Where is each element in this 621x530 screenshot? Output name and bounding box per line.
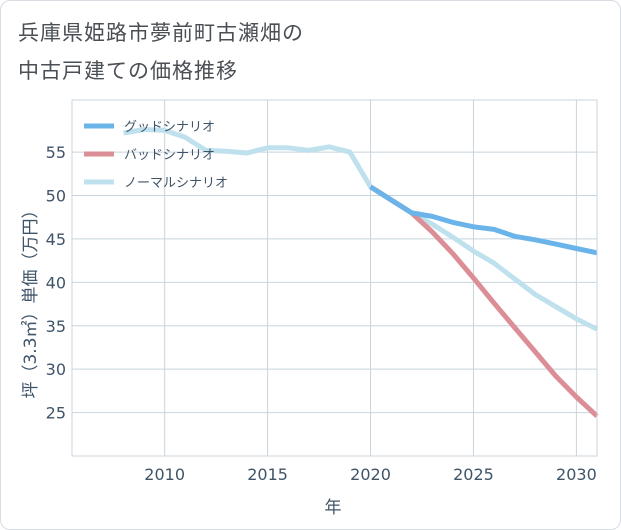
x-tick-label: 2015 [247,465,288,484]
chart-title-line1: 兵庫県姫路市夢前町古瀬畑の [18,21,304,45]
series-line-2 [123,127,599,332]
legend-label: ノーマルシナリオ [124,176,228,191]
series-line-1 [369,184,599,418]
y-axis-label: 坪（3.3㎡）単価（万円） [21,201,41,398]
chart-title-line2: 中古戸建ての価格推移 [18,59,238,83]
y-tick-label: 45 [46,230,66,249]
y-tick-label: 25 [46,404,66,423]
series-lines [123,127,599,418]
legend-label: バッドシナリオ [124,148,215,163]
x-axis-label: 年 [325,498,342,518]
y-tick-label: 30 [46,360,66,379]
axis-ticks: 2010 2015 2020 2025 2030 25 30 35 40 45 50 55 [46,143,597,484]
y-tick-label: 50 [46,187,66,206]
chart-title: 兵庫県姫路市夢前町古瀬畑の 中古戸建ての価格推移 [18,14,438,90]
y-tick-label: 40 [46,273,66,292]
y-tick-label: 35 [46,317,66,336]
x-tick-label: 2030 [556,465,597,484]
x-tick-label: 2010 [144,465,185,484]
x-tick-label: 2025 [453,465,494,484]
legend-label: グッドシナリオ [124,120,215,135]
plot-area-border [71,99,598,457]
y-tick-label: 55 [46,143,66,162]
x-tick-label: 2020 [350,465,391,484]
series-line-0 [369,184,598,256]
